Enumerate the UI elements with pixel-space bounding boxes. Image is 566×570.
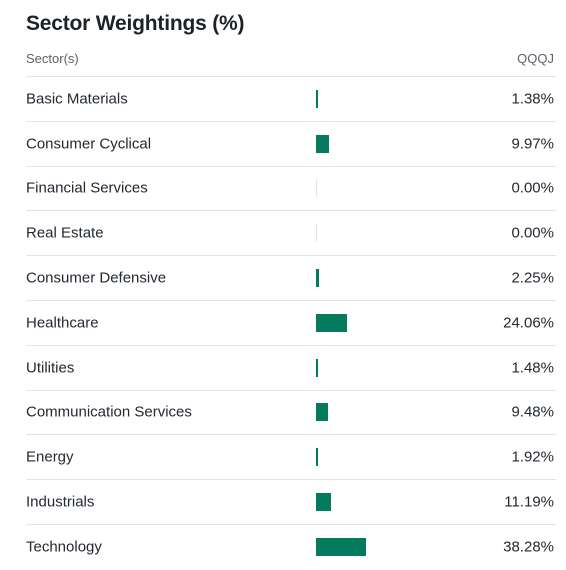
column-header-sector: Sector(s) [26,51,79,66]
table-row: Communication Services 9.48% [26,391,556,436]
table-row: Technology 38.28% [26,525,556,570]
weight-value: 11.19% [504,493,554,511]
table-row: Financial Services 0.00% [26,167,556,212]
table-row: Real Estate 0.00% [26,211,556,257]
weight-bar-track [316,493,446,512]
table-header-row: Sector(s) QQQJ [26,44,556,77]
weight-value: 38.28% [503,538,554,556]
sector-name: Technology [26,538,102,556]
sector-name: Real Estate [26,224,104,242]
weight-bar [316,313,348,332]
column-header-fund: QQQJ [517,51,554,66]
weight-value: 1.92% [511,448,554,466]
table-body: Basic Materials 1.38% Consumer Cyclical 9.9… [26,77,556,570]
weight-bar-track [316,313,446,332]
weight-value: 0.00% [511,224,554,242]
weight-bar [316,269,319,288]
sector-name: Consumer Defensive [26,269,167,287]
weight-bar-track [316,179,446,198]
weight-value: 9.48% [511,403,554,421]
weight-value: 0.00% [511,179,554,197]
weight-bar-track [316,134,446,153]
weight-bar [316,538,366,557]
weight-bar-track [316,358,446,377]
sector-name: Basic Materials [26,90,128,108]
weight-bar-track [316,269,446,288]
weight-value: 1.38% [511,90,554,108]
sector-name: Healthcare [26,314,99,332]
table-row: Utilities 1.48% [26,346,556,391]
sector-name: Utilities [26,359,75,377]
sector-name: Energy [26,448,74,466]
weight-bar-track [316,538,446,557]
table-row: Consumer Cyclical 9.97% [26,122,556,167]
weight-value: 9.97% [511,135,554,153]
table-row: Basic Materials 1.38% [26,77,556,122]
panel-title: Sector Weightings (%) [26,12,245,35]
sector-name: Financial Services [26,179,148,197]
weight-bar [316,89,318,108]
table-row: Healthcare 24.06% [26,301,556,346]
weight-bar [316,448,319,467]
table-row: Consumer Defensive 2.25% [26,256,556,301]
sector-weightings-table: Sector(s) QQQJ Basic Materials 1.38% Consu… [26,44,556,570]
weight-value: 2.25% [511,269,554,287]
weight-bar-track [316,89,446,108]
weight-value: 24.06% [503,314,554,332]
table-row: Energy 1.92% [26,435,556,481]
sector-name: Industrials [26,493,95,511]
weight-bar [316,134,329,153]
weight-bar-track [316,448,446,467]
sector-name: Consumer Cyclical [26,135,152,153]
weight-bar [316,493,331,512]
sector-name: Communication Services [26,403,192,421]
table-row: Industrials 11.19% [26,480,556,525]
weight-bar [316,403,329,422]
weight-bar-track [316,403,446,422]
weight-value: 1.48% [511,359,554,377]
weight-bar [316,358,318,377]
weight-bar-track [316,224,446,243]
